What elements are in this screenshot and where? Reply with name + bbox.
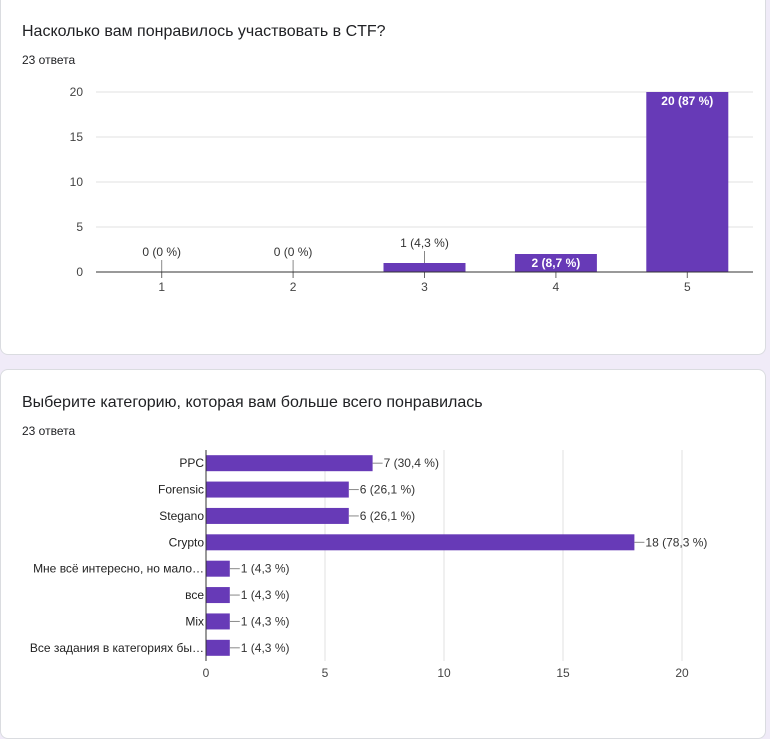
data-label: 18 (78,3 %) [645,535,707,549]
x-tick-label: 3 [421,280,428,294]
bar [206,587,230,604]
data-label: 1 (4,3 %) [241,641,290,655]
bar [206,560,230,577]
y-tick-label: 20 [70,85,84,99]
category-label: Все задания в категориях бы… [30,641,204,655]
data-label: 1 (4,3 %) [241,562,290,576]
x-tick-label: 10 [437,666,451,680]
bar [206,455,373,472]
vertical-bar-chart: 0 5 10 15 20 1 0 (0 %) 2 0 (0 %) 3 1 (4,3 %) 4 2 (8,… [70,85,753,294]
data-label: 0 (0 %) [274,245,313,259]
horizontal-bar-chart: 0 5 10 15 20 PPC 7 (30,4 %) Forensic 6 (26,1 %) S… [30,450,707,680]
question-title: Насколько вам понравилось участвовать в … [22,23,386,40]
category-label: Mix [185,614,204,628]
bar [206,639,230,656]
x-tick-label: 20 [675,666,689,680]
y-tick-label: 0 [76,265,83,279]
data-label: 2 (8,7 %) [532,256,581,270]
category-label: PPC [179,456,204,470]
data-label: 0 (0 %) [142,245,181,259]
data-label: 1 (4,3 %) [241,588,290,602]
x-tick-label: 4 [553,280,560,294]
response-count: 23 ответа [22,424,76,438]
category-label: Мне всё интересно, но мало… [33,562,204,576]
category-label: Crypto [169,535,205,549]
x-tick-label: 0 [203,666,210,680]
bar [646,92,729,272]
bar [206,507,349,524]
data-label: 7 (30,4 %) [384,456,439,470]
data-label: 6 (26,1 %) [360,509,415,523]
y-tick-label: 15 [70,130,84,144]
data-label: 20 (87 %) [661,94,713,108]
data-label: 6 (26,1 %) [360,483,415,497]
category-label: Stegano [159,509,204,523]
y-tick-label: 5 [76,220,83,234]
question-card-2: Выберите категорию, которая вам больше в… [0,369,766,739]
bar [206,481,349,498]
x-tick-label: 5 [322,666,329,680]
data-label: 1 (4,3 %) [400,236,449,250]
x-tick-label: 5 [684,280,691,294]
question-card-1: Насколько вам понравилось участвовать в … [0,0,766,355]
x-tick-label: 15 [556,666,570,680]
y-tick-label: 10 [70,175,84,189]
question-title: Выберите категорию, которая вам больше в… [22,394,483,411]
bar [514,254,597,272]
bar [383,263,466,272]
category-label: Forensic [158,483,204,497]
bar [206,534,635,551]
x-tick-label: 2 [290,280,297,294]
response-count: 23 ответа [22,53,76,67]
x-tick-label: 1 [158,280,165,294]
category-label: все [185,588,204,602]
bar [206,613,230,630]
data-label: 1 (4,3 %) [241,614,290,628]
